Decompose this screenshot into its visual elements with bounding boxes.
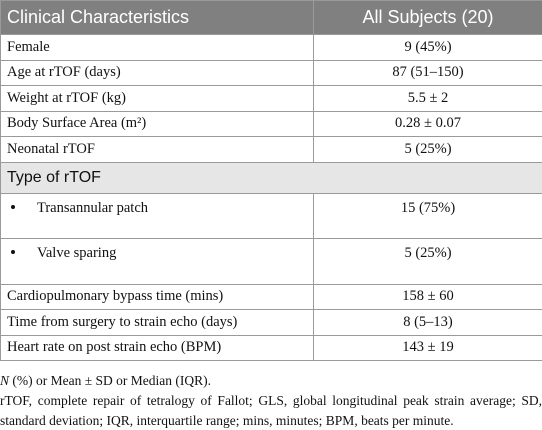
label-cell: Body Surface Area (m²): [0, 110, 314, 137]
value-cell: 9 (45%): [313, 34, 542, 61]
table-row: Valve sparing 5 (25%): [0, 238, 542, 285]
table-row: Neonatal rTOF 5 (25%): [0, 136, 542, 163]
table-row: Time from surgery to strain echo (days) 8…: [0, 309, 542, 336]
footnote-n: N: [0, 373, 10, 388]
label-cell: Time from surgery to strain echo (days): [0, 309, 314, 336]
table-row: Female 9 (45%): [0, 34, 542, 61]
label-cell: Transannular patch: [0, 192, 314, 239]
label-cell: Cardiopulmonary bypass time (mins): [0, 283, 314, 310]
value-cell: 5 (25%): [313, 136, 542, 163]
value-cell: 87 (51–150): [313, 59, 542, 86]
label-cell: Clinical Characteristics: [0, 0, 314, 35]
value-cell: 8 (5–13): [313, 309, 542, 336]
table-row: Transannular patch 15 (75%): [0, 192, 542, 239]
footnote-text: (%) or Mean ± SD or Median (IQR).: [9, 373, 212, 388]
label-cell: Heart rate on post strain echo (BPM): [0, 334, 314, 361]
bullet: [11, 250, 15, 255]
footnote-legend: N (%) or Mean ± SD or Median (IQR).: [0, 371, 542, 391]
label-cell: Female: [0, 34, 314, 61]
table-row: Body Surface Area (m²) 0.28 ± 0.07: [0, 110, 542, 137]
value-cell: 0.28 ± 0.07: [313, 110, 542, 137]
value-cell: 15 (75%): [313, 192, 542, 239]
value-cell: 158 ± 60: [313, 283, 542, 310]
table-row: Clinical Characteristics All Subjects (20…: [0, 0, 542, 35]
bullet: [11, 204, 15, 209]
table-row: Cardiopulmonary bypass time (mins) 158 ± …: [0, 283, 542, 310]
table-row: Weight at rTOF (kg) 5.5 ± 2: [0, 85, 542, 112]
label-text: Valve sparing: [37, 245, 117, 261]
label-cell: Valve sparing: [0, 238, 314, 285]
footnotes: N (%) or Mean ± SD or Median (IQR). rTOF…: [0, 361, 542, 430]
value-cell: 143 ± 19: [313, 334, 542, 361]
table-row: Age at rTOF (days) 87 (51–150): [0, 59, 542, 86]
table-row: Heart rate on post strain echo (BPM) 143 …: [0, 334, 542, 361]
label-cell: Age at rTOF (days): [0, 59, 314, 86]
label-cell: Type of rTOF: [0, 161, 542, 194]
value-cell: 5 (25%): [313, 238, 542, 285]
value-cell: All Subjects (20): [313, 0, 542, 35]
label-cell: Neonatal rTOF: [0, 136, 314, 163]
footnote-abbreviations: rTOF, complete repair of tetralogy of Fa…: [0, 393, 542, 428]
table-row: Type of rTOF: [0, 161, 542, 194]
value-cell: 5.5 ± 2: [313, 85, 542, 112]
label-cell: Weight at rTOF (kg): [0, 85, 314, 112]
label-text: Transannular patch: [37, 199, 149, 216]
characteristics-table: Clinical Characteristics All Subjects (20…: [0, 0, 542, 361]
